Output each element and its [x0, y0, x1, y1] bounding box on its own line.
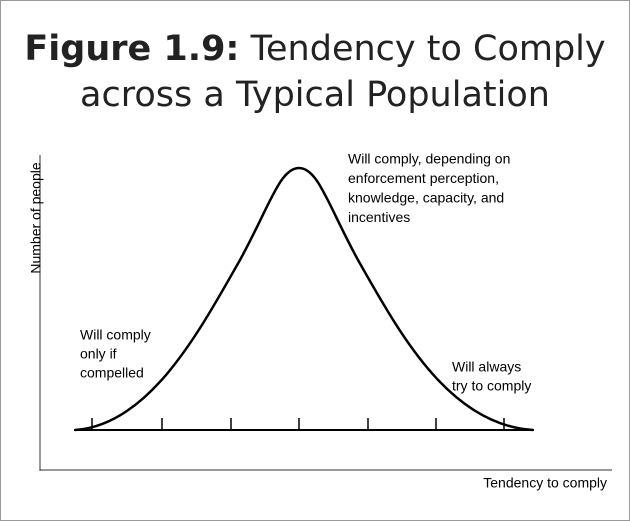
annotation-line: try to comply	[452, 378, 531, 394]
annotation-line: incentives	[348, 209, 410, 225]
annotations: Will comply, depending on enforcement per…	[80, 151, 531, 394]
annotation-line: compelled	[80, 365, 144, 381]
title-label: Figure 1.9:	[24, 29, 240, 69]
annotation-line: only if	[80, 346, 117, 362]
x-axis-label: Tendency to comply	[483, 475, 607, 491]
annotation-line: knowledge, capacity, and	[348, 190, 504, 206]
title: Figure 1.9: Tendency to Comply across a …	[20, 26, 610, 118]
y-axis-label: Number of people	[28, 162, 44, 274]
title-text: Tendency to Comply across a Typical Popu…	[80, 29, 606, 115]
annotation-line: enforcement perception,	[348, 170, 499, 186]
annotation-line: Will comply	[80, 327, 151, 343]
ticks	[91, 418, 505, 430]
annotation-line: Will always	[452, 359, 521, 375]
annotation-line: Will comply, depending on	[348, 151, 510, 167]
bell-curve	[74, 166, 534, 432]
